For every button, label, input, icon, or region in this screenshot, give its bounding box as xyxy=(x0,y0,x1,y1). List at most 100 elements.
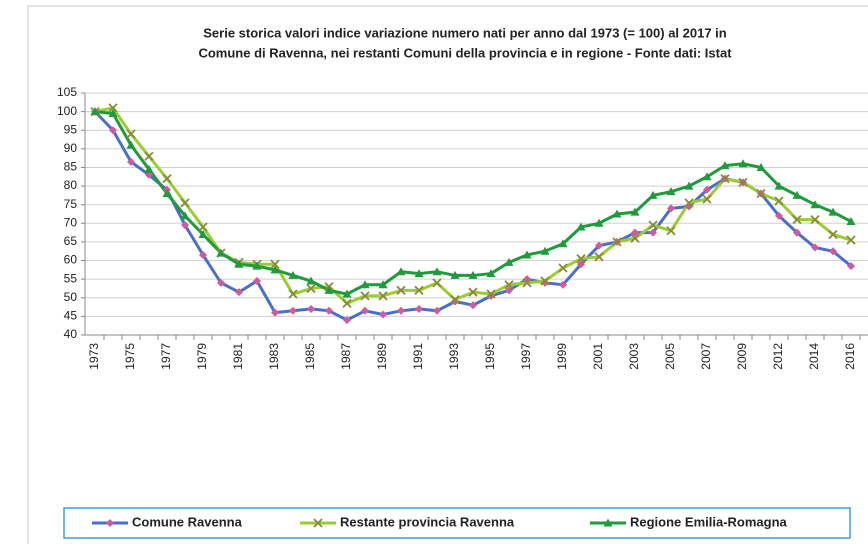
marker xyxy=(756,188,766,199)
marker xyxy=(145,170,153,179)
marker xyxy=(666,226,676,236)
marker xyxy=(396,267,406,276)
marker xyxy=(379,310,387,319)
marker xyxy=(486,289,496,299)
marker xyxy=(415,304,423,313)
marker xyxy=(666,187,676,196)
marker xyxy=(181,221,189,230)
marker xyxy=(594,252,604,262)
marker xyxy=(702,172,712,181)
x-tick-label: 1985 xyxy=(303,343,317,370)
marker xyxy=(234,259,244,268)
marker xyxy=(469,301,477,310)
marker xyxy=(504,257,514,266)
marker xyxy=(847,262,855,271)
marker xyxy=(468,287,478,297)
y-tick-label: 65 xyxy=(64,234,78,248)
marker xyxy=(396,285,406,295)
y-tick-label: 100 xyxy=(57,104,77,118)
x-tick-label: 1977 xyxy=(159,343,173,370)
marker xyxy=(541,278,549,287)
marker xyxy=(540,276,550,286)
y-tick-label: 95 xyxy=(64,122,78,136)
marker xyxy=(313,518,323,528)
marker xyxy=(595,241,603,250)
marker xyxy=(198,229,208,238)
marker xyxy=(703,185,711,194)
x-tick-label: 2014 xyxy=(807,343,821,370)
marker xyxy=(180,211,190,220)
x-tick-label: 2003 xyxy=(627,343,641,370)
marker xyxy=(577,260,585,269)
y-tick-label: 55 xyxy=(64,271,78,285)
x-tick-label: 1981 xyxy=(231,343,245,370)
marker xyxy=(397,306,405,315)
y-tick-label: 105 xyxy=(57,85,77,99)
marker xyxy=(630,207,640,216)
x-tick-label: 1987 xyxy=(339,343,353,370)
y-tick-label: 90 xyxy=(64,141,78,155)
marker xyxy=(828,207,838,216)
x-tick-label: 2001 xyxy=(591,343,605,370)
marker xyxy=(468,270,478,279)
marker xyxy=(810,200,820,209)
marker xyxy=(558,239,568,248)
marker xyxy=(108,108,118,117)
x-tick-label: 1989 xyxy=(375,343,389,370)
marker xyxy=(270,259,280,269)
x-tick-label: 1999 xyxy=(555,343,569,370)
marker xyxy=(90,107,100,116)
marker xyxy=(486,269,496,278)
marker xyxy=(433,306,441,315)
chart-title: Serie storica valori indice variazione n… xyxy=(203,25,727,40)
marker xyxy=(414,269,424,278)
marker xyxy=(306,276,316,285)
marker xyxy=(630,233,640,243)
marker xyxy=(522,278,532,288)
marker xyxy=(109,126,117,135)
marker xyxy=(307,304,315,313)
marker xyxy=(450,294,460,305)
marker xyxy=(576,254,586,264)
marker xyxy=(810,214,820,225)
marker xyxy=(360,280,370,289)
marker xyxy=(144,164,154,173)
marker xyxy=(505,286,513,295)
marker xyxy=(378,280,388,289)
marker xyxy=(684,181,694,190)
y-tick-label: 60 xyxy=(64,253,78,267)
marker xyxy=(792,190,802,199)
marker xyxy=(792,214,802,225)
marker xyxy=(756,162,766,171)
marker xyxy=(451,297,459,306)
marker xyxy=(126,140,136,149)
marker xyxy=(846,235,856,245)
marker xyxy=(738,159,748,168)
marker xyxy=(540,246,550,255)
marker xyxy=(325,306,333,315)
marker xyxy=(775,211,783,220)
marker xyxy=(648,190,658,199)
chart-title: Comune di Ravenna, nei restanti Comuni d… xyxy=(198,45,732,60)
legend-label: Restante provincia Ravenna xyxy=(340,514,515,529)
y-tick-label: 70 xyxy=(64,215,78,229)
x-tick-label: 1979 xyxy=(195,343,209,370)
marker xyxy=(774,196,784,206)
marker xyxy=(631,228,639,237)
marker xyxy=(343,316,351,325)
marker xyxy=(432,267,442,276)
marker xyxy=(126,129,136,139)
marker xyxy=(127,157,135,166)
marker xyxy=(235,288,243,297)
marker xyxy=(378,291,388,301)
x-tick-label: 1975 xyxy=(123,343,137,370)
y-tick-label: 75 xyxy=(64,197,78,211)
marker xyxy=(271,308,279,317)
marker xyxy=(360,291,370,301)
marker xyxy=(180,198,190,208)
marker xyxy=(702,194,712,204)
marker xyxy=(342,289,352,298)
marker xyxy=(306,283,316,294)
marker xyxy=(144,151,154,161)
